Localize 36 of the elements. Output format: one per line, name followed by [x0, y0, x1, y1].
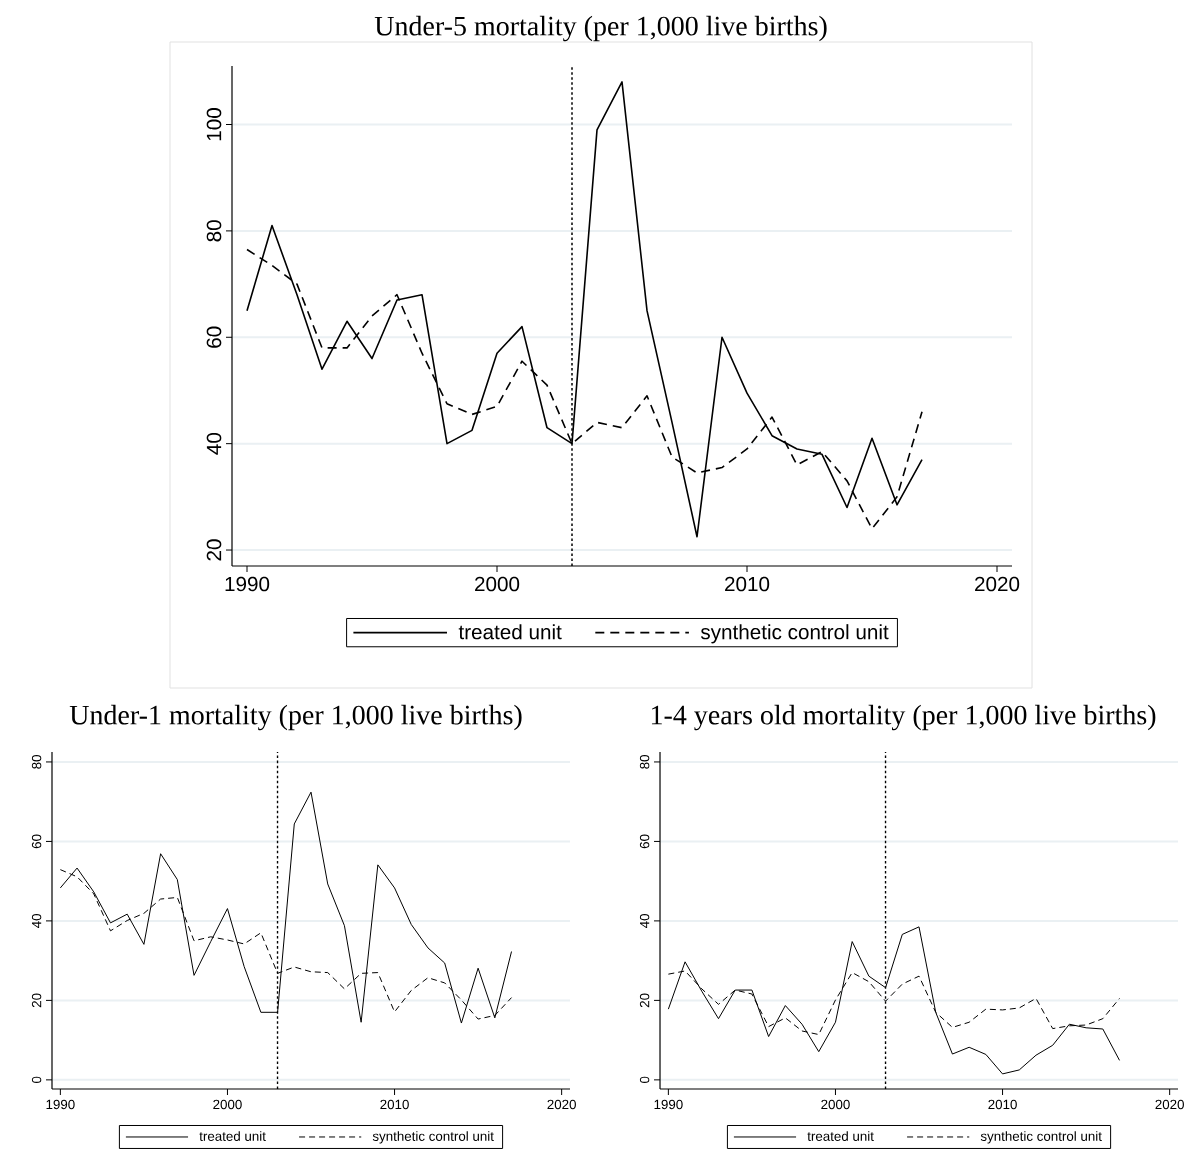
- y-tick-label: 80: [31, 755, 42, 769]
- y-tick-label: 40: [639, 914, 650, 928]
- chart-title: 1-4 years old mortality (per 1,000 live births): [651, 704, 1156, 731]
- x-tick-label: 2020: [1155, 1099, 1184, 1110]
- y-tick-label: 100: [206, 108, 222, 141]
- x-tick-label: 2020: [547, 1099, 576, 1110]
- x-tick-label: 2020: [975, 576, 1020, 592]
- y-tick-label: 80: [206, 220, 222, 242]
- y-tick-label: 80: [639, 755, 650, 769]
- x-tick-label: 2010: [725, 576, 770, 592]
- y-tick-label: 0: [639, 1076, 650, 1084]
- chart-title: Under-1 mortality (per 1,000 live births): [69, 704, 522, 731]
- y-tick-label: 20: [639, 993, 650, 1008]
- legend-label: treated unit: [199, 1131, 266, 1141]
- y-tick-label: 40: [206, 432, 222, 455]
- legend-label: treated unit: [458, 624, 562, 640]
- x-tick-label: 2000: [475, 576, 520, 592]
- legend-label: synthetic control unit: [372, 1131, 494, 1144]
- x-tick-label: 2000: [213, 1099, 242, 1110]
- legend-label: synthetic control unit: [980, 1131, 1102, 1144]
- y-tick-label: 40: [31, 914, 42, 928]
- x-tick-label: 1990: [225, 576, 270, 592]
- y-tick-label: 60: [639, 834, 650, 849]
- legend-label: synthetic control unit: [700, 624, 889, 644]
- y-tick-label: 0: [31, 1076, 42, 1084]
- x-tick-label: 2000: [821, 1099, 850, 1110]
- y-tick-label: 60: [31, 834, 42, 849]
- legend-label: treated unit: [807, 1131, 874, 1141]
- y-tick-label: 60: [206, 326, 222, 348]
- chart-title: Under-5 mortality (per 1,000 live births): [374, 15, 827, 42]
- y-tick-label: 20: [31, 993, 42, 1008]
- x-tick-label: 1990: [654, 1099, 683, 1110]
- y-tick-label: 20: [206, 539, 222, 561]
- x-tick-label: 2010: [380, 1099, 409, 1110]
- x-tick-label: 1990: [46, 1099, 75, 1110]
- x-tick-label: 2010: [988, 1099, 1017, 1110]
